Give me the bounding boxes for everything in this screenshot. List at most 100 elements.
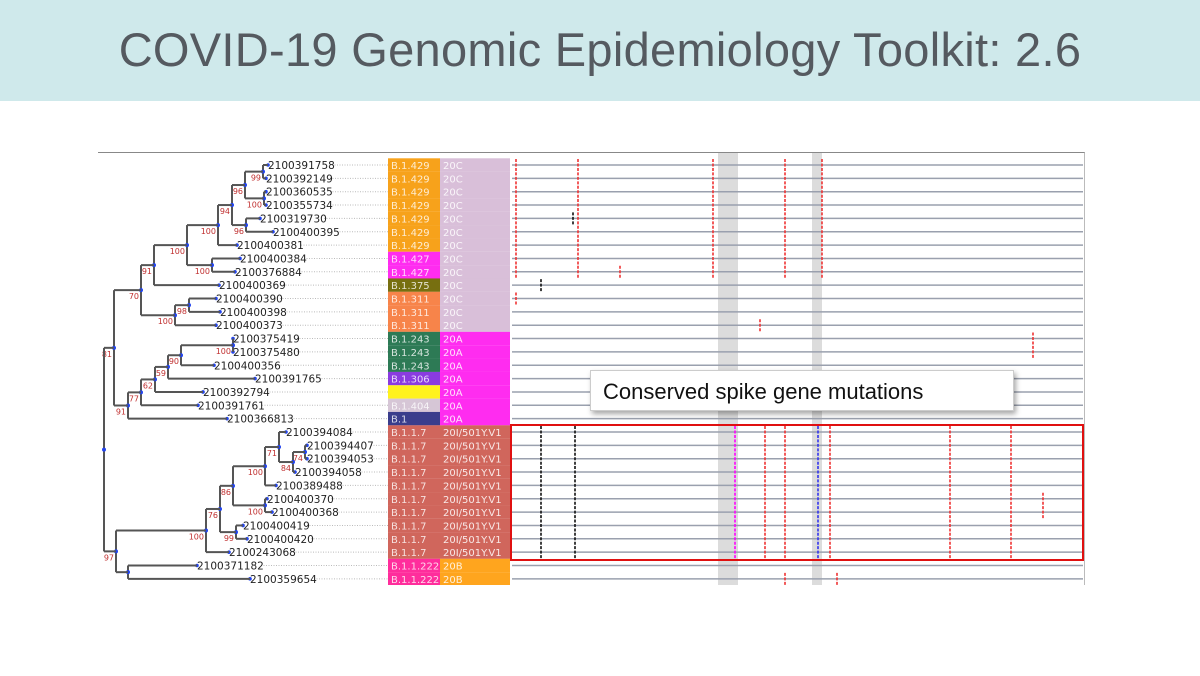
gene-block bbox=[718, 153, 738, 585]
clade-label: 20I/501Y.V1 bbox=[443, 481, 502, 492]
clade-label: 20C bbox=[443, 161, 463, 172]
clade-cell bbox=[440, 185, 510, 199]
clade-cell bbox=[440, 251, 510, 266]
lineage-cell bbox=[388, 438, 440, 453]
sample-id-label: 2100366813 bbox=[227, 414, 294, 426]
bootstrap-value: 91 bbox=[116, 408, 126, 417]
bootstrap-value: 100 bbox=[201, 227, 216, 236]
clade-cell bbox=[440, 558, 510, 573]
bootstrap-value: 99 bbox=[224, 534, 234, 543]
lineage-label: B.1.375 bbox=[391, 281, 430, 292]
internal-node-dot bbox=[102, 447, 106, 452]
clade-label: 20I/501Y.V1 bbox=[443, 455, 502, 466]
lineage-label: B.1.1.7 bbox=[391, 455, 426, 466]
sample-id-label: 2100319730 bbox=[260, 213, 327, 225]
sample-id-label: 2100392149 bbox=[266, 173, 333, 185]
bootstrap-value: 100 bbox=[189, 533, 204, 542]
bootstrap-value: 86 bbox=[221, 488, 231, 497]
lineage-cell bbox=[388, 492, 440, 506]
sample-id-label: 2100360535 bbox=[266, 187, 333, 199]
clade-cell bbox=[440, 345, 510, 359]
bootstrap-value: 100 bbox=[158, 317, 173, 326]
clade-label: 20I/501Y.V1 bbox=[443, 441, 502, 452]
clade-cell bbox=[440, 545, 510, 559]
lineage-cell bbox=[388, 532, 440, 546]
clade-cell bbox=[440, 331, 510, 346]
lineage-cell bbox=[388, 358, 440, 372]
lineage-label: B.1.1.222 bbox=[391, 575, 439, 585]
clade-cell bbox=[440, 478, 510, 493]
clade-label: 20I/501Y.V1 bbox=[443, 428, 502, 439]
clade-label: 20I/501Y.V1 bbox=[443, 535, 502, 546]
lineage-cell bbox=[388, 465, 440, 479]
sample-id-label: 2100400419 bbox=[243, 520, 310, 532]
lineage-cell bbox=[388, 385, 440, 399]
lineage-cell bbox=[388, 558, 440, 573]
lineage-label: B.1.1.7 bbox=[391, 428, 426, 439]
sample-id-label: 2100394407 bbox=[307, 440, 374, 452]
lineage-label: B.1.1.7 bbox=[391, 508, 426, 519]
clade-label: 20C bbox=[443, 321, 463, 332]
clade-label: 20C bbox=[443, 228, 463, 239]
clade-label: 20I/501Y.V1 bbox=[443, 495, 502, 506]
lineage-label: B.1.427 bbox=[391, 268, 430, 279]
clade-label: 20C bbox=[443, 308, 463, 319]
clade-label: 20A bbox=[443, 361, 463, 372]
bootstrap-value: 84 bbox=[281, 464, 291, 473]
lineage-cell bbox=[388, 198, 440, 212]
clade-cell bbox=[440, 385, 510, 399]
sample-id-label: 2100400390 bbox=[216, 294, 283, 306]
lineage-cell bbox=[388, 225, 440, 239]
lineage-cell bbox=[388, 291, 440, 306]
clade-cell bbox=[440, 358, 510, 372]
clade-cell bbox=[440, 452, 510, 466]
sample-id-label: 2100391758 bbox=[268, 160, 335, 172]
clade-label: 20B bbox=[443, 562, 463, 573]
bootstrap-value: 71 bbox=[267, 449, 277, 458]
lineage-cell bbox=[388, 238, 440, 252]
sample-id-label: 2100400373 bbox=[216, 320, 283, 332]
sample-id-label: 2100243068 bbox=[229, 547, 296, 559]
lineage-cell bbox=[388, 211, 440, 226]
sample-id-label: 2100371182 bbox=[197, 561, 264, 573]
clade-label: 20A bbox=[443, 375, 463, 386]
clade-cell bbox=[440, 158, 510, 172]
lineage-cell bbox=[388, 171, 440, 186]
sample-id-label: 2100400395 bbox=[273, 227, 340, 239]
lineage-cell bbox=[388, 398, 440, 412]
clade-label: 20A bbox=[443, 335, 463, 346]
lineage-cell bbox=[388, 478, 440, 493]
clade-label: 20C bbox=[443, 268, 463, 279]
clade-label: 20C bbox=[443, 188, 463, 199]
lineage-label: B.1.1.7 bbox=[391, 548, 426, 559]
bootstrap-value: 70 bbox=[129, 292, 139, 301]
clade-label: 20C bbox=[443, 241, 463, 252]
lineage-label: B.1.243 bbox=[391, 348, 430, 359]
clade-label: 20A bbox=[443, 401, 463, 412]
lineage-label: B.1.429 bbox=[391, 241, 430, 252]
lineage-cell bbox=[388, 345, 440, 359]
clade-label: 20I/501Y.V1 bbox=[443, 521, 502, 532]
clade-cell bbox=[440, 225, 510, 239]
sample-id-label: 2100400381 bbox=[237, 240, 304, 252]
clade-cell bbox=[440, 211, 510, 226]
sample-id-label: 2100400420 bbox=[247, 534, 314, 546]
lineage-cell bbox=[388, 505, 440, 519]
lineage-label: B.1.429 bbox=[391, 174, 430, 185]
clade-label: 20I/501Y.V1 bbox=[443, 548, 502, 559]
sample-id-label: 2100355734 bbox=[266, 200, 333, 212]
sample-id-label: 2100400384 bbox=[240, 253, 307, 265]
clade-cell bbox=[440, 505, 510, 519]
clade-label: 20C bbox=[443, 295, 463, 306]
sample-id-label: 2100391761 bbox=[198, 400, 265, 412]
clade-label: 20B bbox=[443, 575, 463, 585]
clade-label: 20I/501Y.V1 bbox=[443, 468, 502, 479]
bootstrap-value: 91 bbox=[142, 267, 152, 276]
lineage-label: B.1.243 bbox=[391, 335, 430, 346]
bootstrap-value: 100 bbox=[170, 247, 185, 256]
sample-id-label: 2100394053 bbox=[307, 454, 374, 466]
sample-id-label: 2100400370 bbox=[267, 494, 334, 506]
bootstrap-value: 100 bbox=[248, 468, 263, 477]
lineage-label: B.1.311 bbox=[391, 295, 430, 306]
clade-label: 20A bbox=[443, 388, 463, 399]
